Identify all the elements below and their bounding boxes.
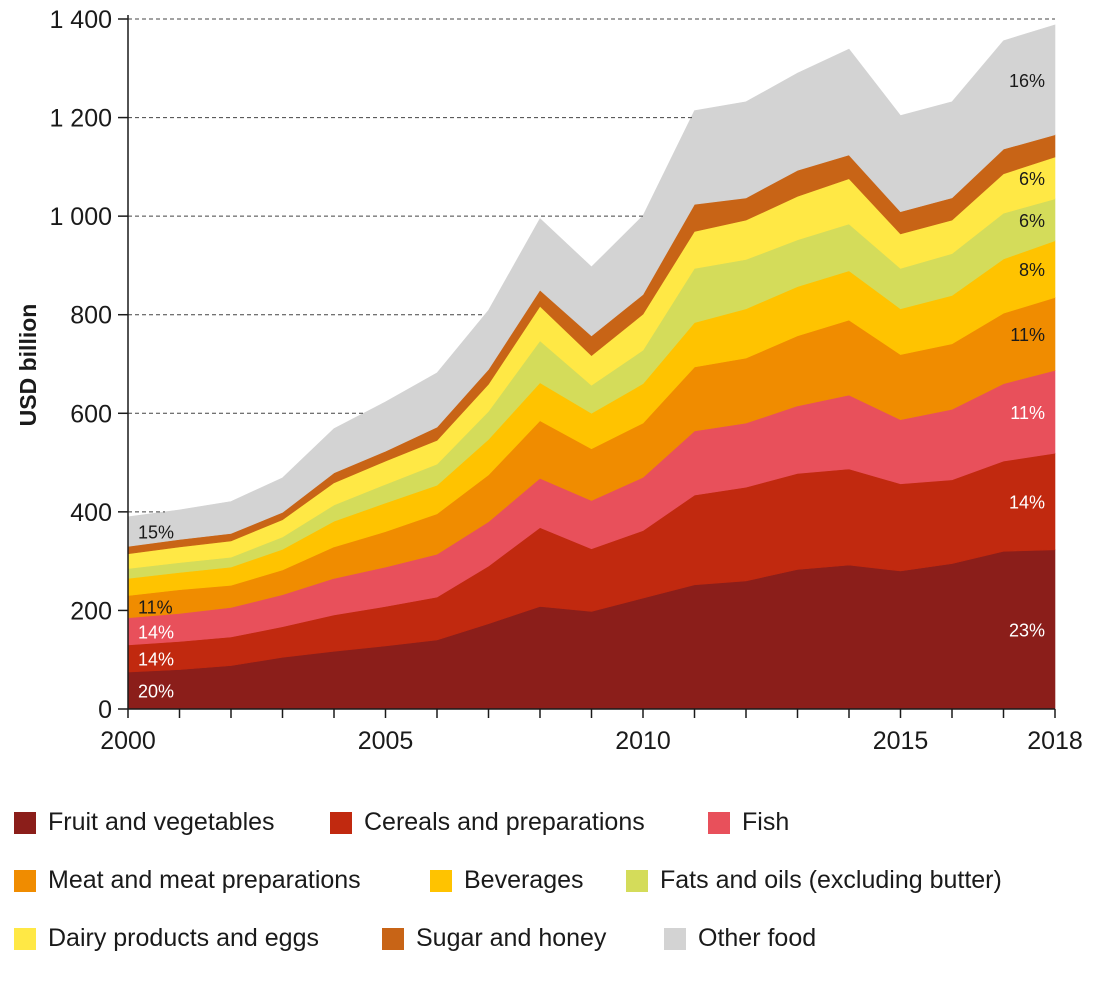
- legend-label: Meat and meat preparations: [48, 866, 361, 894]
- legend-item-meat-and-meat-preparations: Meat and meat preparations: [14, 866, 361, 895]
- pct-label-2018: 23%: [1009, 620, 1045, 640]
- y-axis-label: USD billion: [15, 304, 41, 427]
- x-tick-label: 2000: [100, 727, 156, 755]
- legend-label: Fruit and vegetables: [48, 808, 275, 836]
- legend-item-cereals-and-preparations: Cereals and preparations: [330, 808, 645, 837]
- pct-label-2018: 11%: [1010, 403, 1045, 423]
- legend-label: Fats and oils (excluding butter): [660, 866, 1002, 894]
- y-tick-label: 1 000: [49, 203, 112, 231]
- y-tick-label: 1 200: [49, 105, 112, 133]
- legend-swatch: [14, 811, 36, 834]
- area-layers: [127, 24, 1056, 710]
- legend-swatch: [14, 869, 36, 892]
- pct-label-2018: 14%: [1009, 493, 1045, 513]
- x-tick-label: 2015: [873, 727, 929, 755]
- legend-item-dairy-products-and-eggs: Dairy products and eggs: [14, 924, 319, 953]
- y-tick-label: 800: [70, 302, 112, 330]
- legend-swatch: [14, 927, 36, 950]
- legend-swatch: [382, 927, 404, 950]
- pct-label-2018: 8%: [1019, 260, 1045, 280]
- pct-label-2018: 6%: [1019, 211, 1045, 231]
- legend-swatch: [664, 927, 686, 950]
- legend-label: Other food: [698, 924, 817, 952]
- percentage-labels: 20% 14% 14% 11% 15% 23% 14% 11% 11% 8% 6% 6% 16%: [138, 71, 1045, 702]
- y-tick-label: 400: [70, 499, 112, 527]
- x-tick-label: 2010: [615, 727, 671, 755]
- area-other-food: [127, 24, 1056, 547]
- pct-label-2018: 6%: [1019, 169, 1045, 189]
- y-tick-label: 600: [70, 400, 112, 428]
- legend-label: Cereals and preparations: [364, 808, 645, 836]
- legend-swatch: [330, 811, 352, 834]
- pct-label-2018: 11%: [1010, 325, 1045, 345]
- legend-label: Fish: [742, 808, 790, 836]
- legend-item-beverages: Beverages: [430, 866, 584, 895]
- legend-item-other-food: Other food: [664, 924, 816, 953]
- legend-item-fish: Fish: [708, 808, 789, 837]
- legend-swatch: [430, 869, 452, 892]
- legend-label: Beverages: [464, 866, 584, 894]
- gridlines: [128, 18, 1055, 513]
- y-tick-label: 200: [70, 597, 112, 625]
- legend-label: Sugar and honey: [416, 924, 607, 952]
- pct-label-2018: 16%: [1009, 71, 1045, 91]
- legend-item-fruit-and-vegetables: Fruit and vegetables: [14, 808, 275, 837]
- x-tick-label: 2005: [358, 727, 414, 755]
- legend-label: Dairy products and eggs: [48, 924, 319, 952]
- pct-label-2000: 15%: [138, 523, 174, 543]
- pct-label-2000: 11%: [138, 598, 173, 618]
- legend-swatch: [626, 869, 648, 892]
- stacked-area-chart: 0 200 400 600 800 1 000 1 200 1 400 2000 2005 2010…: [15, 6, 1083, 755]
- pct-label-2000: 20%: [138, 682, 174, 702]
- legend-item-sugar-and-honey: Sugar and honey: [382, 924, 606, 953]
- pct-label-2000: 14%: [138, 649, 174, 669]
- axes: 0 200 400 600 800 1 000 1 200 1 400 2000 2005 2010…: [49, 6, 1082, 755]
- legend-item-fats-and-oils: Fats and oils (excluding butter): [626, 866, 1002, 895]
- y-tick-label: 0: [98, 696, 112, 724]
- pct-label-2000: 14%: [138, 622, 174, 642]
- x-tick-label: 2018: [1027, 727, 1083, 755]
- legend-swatch: [708, 811, 730, 834]
- y-tick-label: 1 400: [49, 6, 112, 34]
